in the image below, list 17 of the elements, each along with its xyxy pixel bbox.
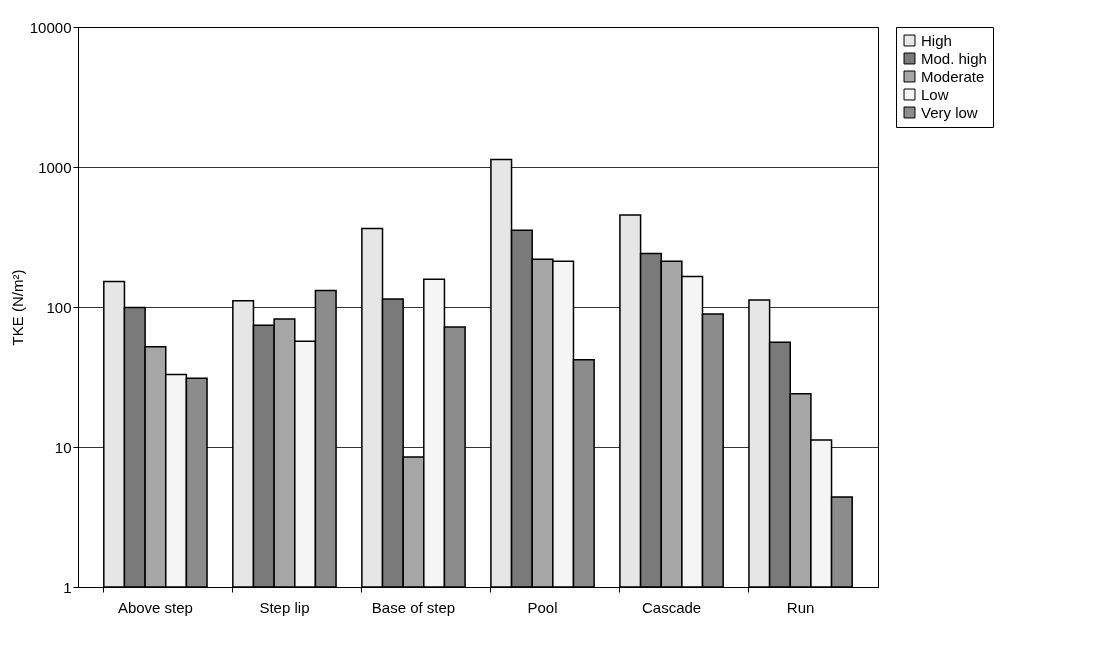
x-tick-label: Base of step <box>371 598 456 616</box>
y-axis-title: TKE (N/m²) <box>8 269 26 346</box>
x-tick-label: Step lip <box>259 598 310 616</box>
legend-label: Low <box>921 85 949 103</box>
x-tick-label: Pool <box>527 598 558 616</box>
legend-label: Very low <box>921 103 978 121</box>
y-tick-label: 100 <box>46 298 72 316</box>
legend-label: Moderate <box>921 67 985 85</box>
x-tick-label: Above step <box>117 598 193 616</box>
y-tick-label: 1000 <box>38 158 72 176</box>
x-tick-label: Run <box>786 598 815 616</box>
y-tick-label: 10 <box>54 438 72 456</box>
legend-label: High <box>921 31 952 49</box>
x-tick-label: Cascade <box>641 598 702 616</box>
legend-label: Mod. high <box>921 49 987 67</box>
y-tick-label: 10000 <box>29 18 72 36</box>
y-tick-label: 1 <box>63 578 72 596</box>
